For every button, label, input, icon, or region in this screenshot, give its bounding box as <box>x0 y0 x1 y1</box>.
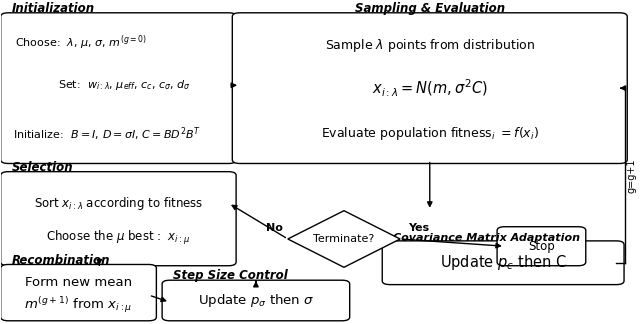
Text: Update $p_c$ then C: Update $p_c$ then C <box>440 253 566 272</box>
Text: Choose the $\mu$ best :  $x_{i:\mu}$: Choose the $\mu$ best : $x_{i:\mu}$ <box>46 229 191 247</box>
Text: Set:  $w_{i:\lambda}$, $\mu_{eff}$, $c_c$, $c_\sigma$, $d_\sigma$: Set: $w_{i:\lambda}$, $\mu_{eff}$, $c_c$… <box>58 78 191 92</box>
FancyBboxPatch shape <box>1 13 236 164</box>
Text: Initialization: Initialization <box>12 2 95 15</box>
Text: g=g+1: g=g+1 <box>627 158 637 193</box>
FancyBboxPatch shape <box>162 280 349 321</box>
Text: Step Size Control: Step Size Control <box>173 270 288 283</box>
FancyBboxPatch shape <box>1 264 156 321</box>
Text: Choose:  $\lambda$, $\mu$, $\sigma$, $m^{(g=0)}$: Choose: $\lambda$, $\mu$, $\sigma$, $m^{… <box>15 33 147 52</box>
Text: Evaluate population fitness$_i$ $= f(x_i)$: Evaluate population fitness$_i$ $= f(x_i… <box>321 125 539 143</box>
FancyBboxPatch shape <box>382 241 624 284</box>
Text: Update $p_\sigma$ then $\sigma$: Update $p_\sigma$ then $\sigma$ <box>198 292 314 309</box>
Text: Yes: Yes <box>408 223 429 233</box>
FancyBboxPatch shape <box>232 13 627 164</box>
Text: Recombination: Recombination <box>12 254 110 267</box>
Text: $x_{i:\lambda} = N(m, \sigma^2 C)$: $x_{i:\lambda} = N(m, \sigma^2 C)$ <box>372 77 488 99</box>
Text: Stop: Stop <box>528 240 555 253</box>
Text: Initialize:  $B=I$, $D=\sigma I$, $C=BD^2B^T$: Initialize: $B=I$, $D=\sigma I$, $C=BD^2… <box>13 125 202 143</box>
Text: No: No <box>266 223 283 233</box>
Text: Sample $\lambda$ points from distribution: Sample $\lambda$ points from distributio… <box>324 37 535 54</box>
Text: Selection: Selection <box>12 161 73 174</box>
Text: Sort $x_{i:\lambda}$ according to fitness: Sort $x_{i:\lambda}$ according to fitnes… <box>34 195 203 212</box>
Text: Covariance Matrix Adaptation: Covariance Matrix Adaptation <box>393 233 580 243</box>
FancyBboxPatch shape <box>497 227 586 266</box>
Text: Terminate?: Terminate? <box>314 234 374 244</box>
Text: Sampling & Evaluation: Sampling & Evaluation <box>355 2 505 15</box>
FancyBboxPatch shape <box>1 172 236 266</box>
Text: Form new mean: Form new mean <box>25 276 132 289</box>
Polygon shape <box>288 211 400 267</box>
Text: $m^{(g+1)}$ from $x_{i:\mu}$: $m^{(g+1)}$ from $x_{i:\mu}$ <box>24 295 132 315</box>
